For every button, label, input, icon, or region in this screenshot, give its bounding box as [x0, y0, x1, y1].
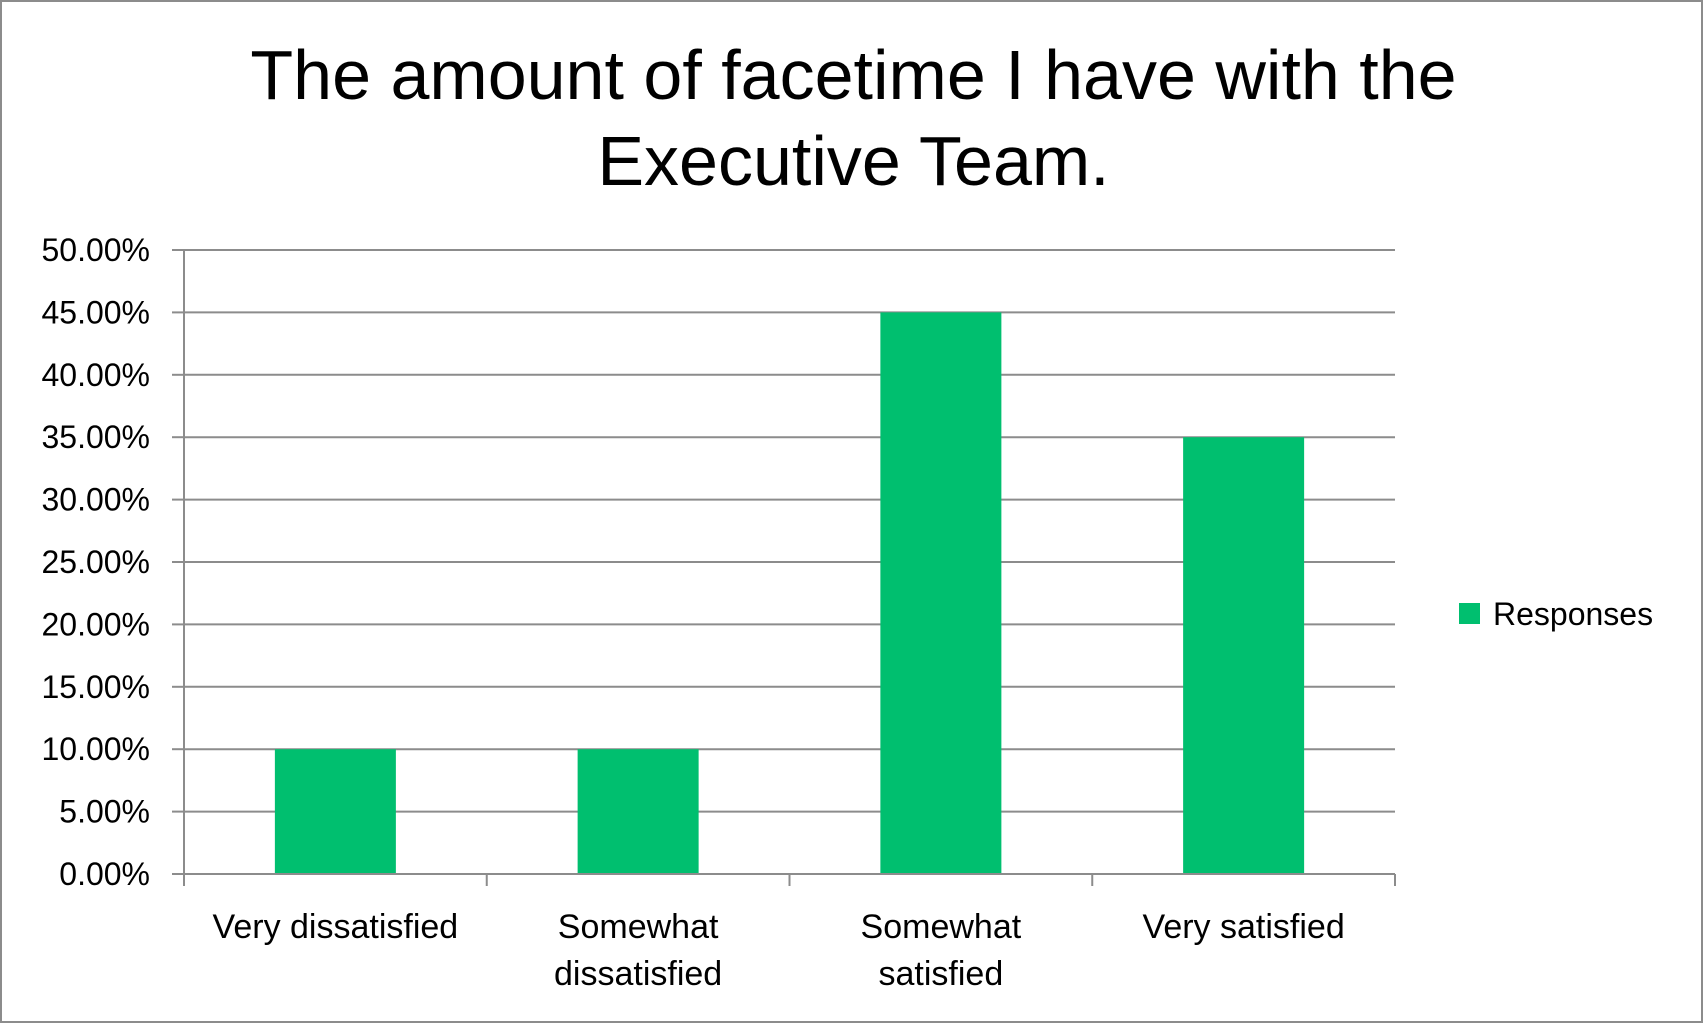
legend-label: Responses — [1493, 596, 1653, 632]
y-axis-tick-label: 40.00% — [41, 357, 150, 393]
y-axis-tick-label: 30.00% — [41, 482, 150, 518]
legend-swatch — [1459, 603, 1480, 624]
chart-title: The amount of facetime I have with the E… — [2, 32, 1703, 204]
x-axis-category-label: Very dissatisfied — [213, 908, 459, 946]
x-axis-category-labels: Very dissatisfied Somewhat dissatisfied Som… — [213, 908, 1345, 993]
chart-title-line-1: The amount of facetime I have with the — [250, 36, 1457, 114]
y-axis-tick-label: 35.00% — [41, 419, 150, 455]
y-axis-tick-labels: 0.00% 5.00% 10.00% 15.00% 20.00% 25.00% 30.00%… — [41, 232, 150, 892]
y-axis-tick-label: 50.00% — [41, 232, 150, 268]
y-axis-tick-label: 5.00% — [59, 794, 150, 830]
axes — [172, 249, 1396, 886]
legend: Responses — [1459, 596, 1653, 632]
y-axis-tick-label: 10.00% — [41, 731, 150, 767]
bar-1 — [274, 749, 396, 874]
chart-title-line-2: Executive Team. — [597, 122, 1110, 200]
x-axis-category-label: satisfied — [879, 955, 1004, 993]
bar-4 — [1183, 437, 1305, 874]
bar-2 — [577, 749, 699, 874]
y-axis-tick-label: 45.00% — [41, 294, 150, 330]
x-axis-category-label: dissatisfied — [554, 955, 722, 993]
y-axis-tick-label: 15.00% — [41, 669, 150, 705]
bars — [274, 312, 1305, 874]
x-axis-category-label: Very satisfied — [1143, 908, 1345, 946]
x-axis-category-label: Somewhat — [558, 908, 719, 946]
y-axis-tick-label: 20.00% — [41, 606, 150, 642]
bar-3 — [880, 312, 1002, 874]
y-axis-tick-label: 25.00% — [41, 544, 150, 580]
x-axis-category-label: Somewhat — [861, 908, 1022, 946]
y-axis-tick-label: 0.00% — [59, 856, 150, 892]
